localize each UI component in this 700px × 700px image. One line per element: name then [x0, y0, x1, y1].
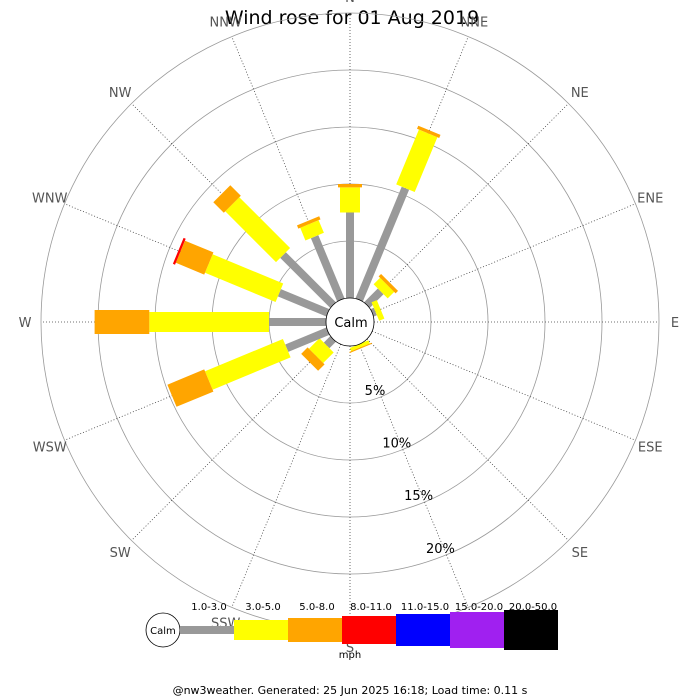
- chart-bars: [94, 125, 441, 407]
- bar-wsw-bin-2: [167, 369, 214, 407]
- direction-label-s: S: [346, 641, 354, 656]
- legend-bin-label: 20.0-50.0: [509, 602, 557, 613]
- bar-nw-bin-2: [213, 185, 241, 213]
- bar-w-bin-0: [269, 318, 326, 326]
- legend-bin-label: 15.0-20.0: [455, 602, 503, 613]
- direction-label-w: W: [19, 316, 32, 331]
- ring-label: 5%: [365, 384, 386, 399]
- bar-w-bin-1: [149, 312, 269, 332]
- spoke-nnw: [231, 36, 342, 300]
- spoke-sw: [131, 338, 334, 541]
- spoke-ne: [366, 103, 569, 306]
- ring-labels: 5% 10% 15% 20%: [365, 384, 455, 557]
- direction-label-nne: NNE: [461, 16, 489, 31]
- legend-bin-label: 8.0-11.0: [350, 602, 392, 613]
- spoke-wsw: [64, 330, 328, 441]
- legend-swatch-4: [396, 614, 450, 646]
- bar-wnw-bin-3: [172, 237, 186, 265]
- bar-nne-bin-0: [355, 186, 410, 302]
- calm-label: Calm: [334, 316, 367, 331]
- bar-w-bin-2: [94, 310, 150, 334]
- direction-label-se: SE: [572, 546, 588, 561]
- spoke-sse: [358, 344, 469, 608]
- bar-nnw-bin-1: [300, 220, 324, 241]
- calm-circle: [325, 297, 375, 347]
- bar-sw-bin-2: [301, 347, 325, 371]
- ring-label: 20%: [426, 542, 455, 557]
- legend-bin-label: 11.0-15.0: [401, 602, 449, 613]
- direction-label-nnw: NNW: [209, 16, 241, 31]
- legend: Calm 1.0-3.0 3.0-5.0 5.0-8.0 8.0-11.0 11.0-15…: [145, 602, 558, 661]
- footer-text: @nw3weather. Generated: 25 Jun 2025 16:1…: [173, 684, 528, 697]
- calm-center: Calm: [325, 297, 375, 347]
- spoke-ene: [372, 203, 636, 314]
- bar-n-bin-2: [338, 184, 362, 188]
- bar-sse-bin-1: [349, 340, 370, 352]
- bar-ne-bin-2: [378, 274, 398, 294]
- spoke-se: [366, 338, 569, 541]
- direction-label-wnw: WNW: [32, 192, 68, 207]
- bar-wnw-bin-0: [277, 289, 330, 317]
- legend-swatch-6: [504, 610, 558, 650]
- spoke-ssw: [231, 344, 342, 608]
- spoke-ese: [372, 330, 636, 441]
- spoke-nne: [358, 36, 469, 300]
- direction-label-ne: NE: [571, 86, 589, 101]
- legend-swatch-2: [288, 618, 342, 642]
- bar-wnw-bin-2: [175, 240, 214, 275]
- direction-label-n: N: [345, 0, 355, 6]
- spoke-nw: [131, 103, 334, 306]
- bar-ne-bin-1: [373, 277, 395, 299]
- legend-swatch-5: [450, 612, 504, 648]
- bar-nnw-bin-2: [297, 216, 321, 229]
- legend-bin-label: 5.0-8.0: [299, 602, 334, 613]
- bar-nne-bin-2: [417, 125, 441, 138]
- direction-label-nw: NW: [109, 86, 132, 101]
- bar-ene-bin-0: [370, 307, 377, 317]
- legend-bin-label: 1.0-3.0: [191, 602, 226, 613]
- legend-swatch-1: [234, 620, 288, 640]
- direction-label-wsw: WSW: [33, 440, 67, 455]
- bar-n-bin-0: [346, 212, 354, 298]
- direction-label-e: E: [671, 316, 679, 331]
- spoke-wnw: [64, 203, 328, 314]
- bar-n-bin-1: [340, 187, 360, 213]
- legend-units: mph: [339, 650, 361, 661]
- direction-label-ese: ESE: [638, 440, 663, 455]
- bar-sw-bin-1: [309, 338, 334, 363]
- chart-title: Wind rose for 01 Aug 2019: [225, 7, 479, 29]
- legend-calm-label: Calm: [150, 626, 176, 637]
- bar-nw-bin-1: [225, 197, 291, 263]
- legend-bin-label: 3.0-5.0: [245, 602, 280, 613]
- bar-nnw-bin-0: [310, 235, 345, 302]
- bar-wsw-bin-0: [285, 327, 330, 352]
- ring-label: 10%: [382, 436, 411, 451]
- bar-wsw-bin-1: [205, 339, 291, 390]
- direction-label-ene: ENE: [637, 192, 663, 207]
- bar-nw-bin-0: [280, 252, 336, 308]
- legend-swatch-0: [180, 626, 234, 634]
- direction-label-sw: SW: [110, 546, 131, 561]
- bar-sse-bin-2: [349, 342, 372, 353]
- bar-wnw-bin-1: [205, 254, 284, 302]
- chart-grid: NNNENEENEEESESESSESSSWSWWSWWWNWNWNNW: [19, 0, 680, 656]
- bar-ene-bin-1: [371, 300, 385, 321]
- bar-ne-bin-0: [364, 288, 384, 308]
- legend-swatch-3: [342, 616, 396, 644]
- ring-label: 15%: [404, 489, 433, 504]
- bar-nne-bin-1: [396, 129, 438, 192]
